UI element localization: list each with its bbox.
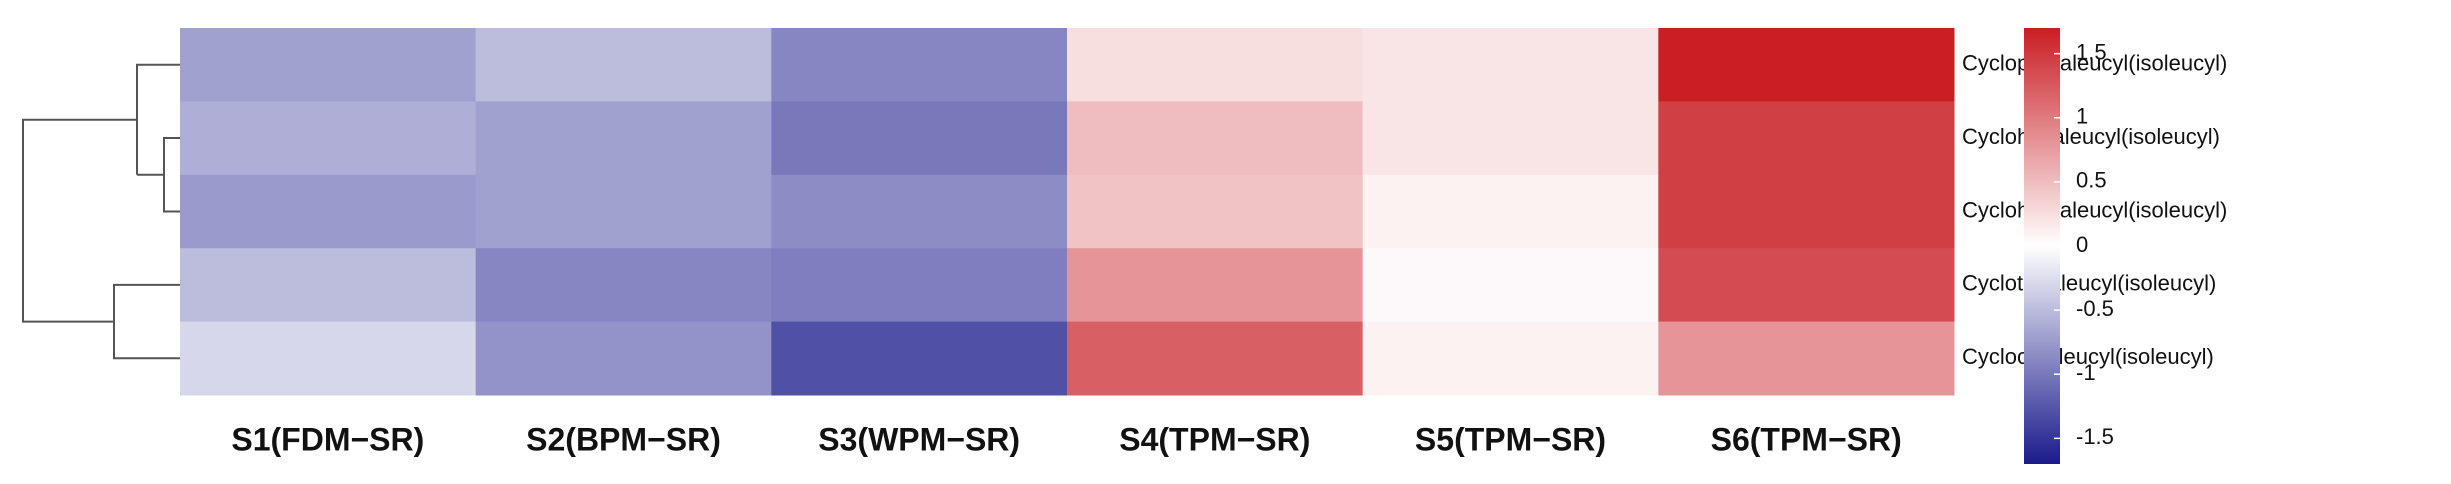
row-label: Cyclopentaleucyl(isoleucyl) (1962, 51, 2227, 76)
column-label: S1(FDM−SR) (231, 421, 424, 457)
heatmap-cell (1658, 101, 1955, 176)
heatmap-cell (1067, 28, 1364, 102)
heatmap-cell (475, 101, 772, 176)
heatmap-cell (1067, 321, 1364, 396)
row-label: Cycloheptaleucyl(isoleucyl) (1962, 197, 2227, 222)
heatmap-cell (180, 174, 477, 249)
colorbar-tick-label: 0 (2076, 232, 2088, 257)
heatmap-cell (1067, 101, 1364, 176)
heatmap-cell (1658, 321, 1955, 396)
row-label: Cyclooctaleucyl(isoleucyl) (1962, 344, 2214, 369)
heatmap-cell (475, 28, 772, 102)
column-label: S3(WPM−SR) (818, 421, 1020, 457)
heatmap-cell (1658, 28, 1955, 102)
heatmap-cell (1362, 248, 1659, 323)
heatmap-cell (1362, 174, 1659, 249)
heatmap-cell (180, 28, 477, 102)
heatmap-cell (1362, 28, 1659, 102)
heatmap-cell (180, 101, 477, 176)
heatmap-cell (771, 174, 1068, 249)
dendrogram (22, 63, 180, 360)
heatmap-cell (771, 101, 1068, 176)
heatmap-cell (1362, 321, 1659, 396)
heatmap-cell (180, 321, 477, 396)
heatmap-cell (1067, 174, 1364, 249)
heatmap-cell (1362, 101, 1659, 176)
column-label: S6(TPM−SR) (1711, 421, 1902, 457)
heatmap (180, 28, 1955, 396)
row-label: Cyclotetraleucyl(isoleucyl) (1962, 271, 2216, 296)
colorbar-tick-label: -1 (2076, 360, 2096, 385)
heatmap-cell (475, 248, 772, 323)
heatmap-cell (771, 28, 1068, 102)
heatmap-cell (1658, 248, 1955, 323)
colorbar-tick-label: -1.5 (2076, 424, 2114, 449)
column-label: S5(TPM−SR) (1415, 421, 1606, 457)
colorbar-tick-label: 0.5 (2076, 168, 2107, 193)
heatmap-cell (771, 248, 1068, 323)
colorbar-tick-label: -0.5 (2076, 296, 2114, 321)
heatmap-cell (1067, 248, 1364, 323)
heatmap-cell (475, 321, 772, 396)
column-label: S4(TPM−SR) (1119, 421, 1310, 457)
colorbar-tick-label: 1.5 (2076, 39, 2107, 64)
colorbar-tick-label: 1 (2076, 104, 2088, 129)
heatmap-cell (1658, 174, 1955, 249)
heatmap-cell (180, 248, 477, 323)
column-label: S2(BPM−SR) (526, 421, 721, 457)
heatmap-cell (475, 174, 772, 249)
row-label: Cyclohexaleucyl(isoleucyl) (1962, 124, 2220, 149)
heatmap-cell (771, 321, 1068, 396)
